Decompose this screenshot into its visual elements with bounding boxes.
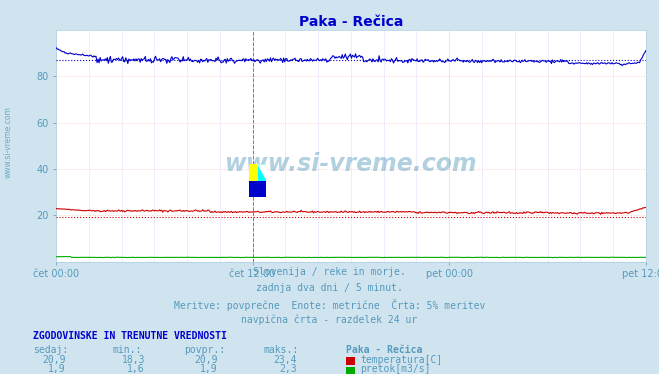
Text: 18,3: 18,3 [121,355,145,365]
Text: 1,9: 1,9 [200,364,217,374]
Text: 20,9: 20,9 [42,355,66,365]
Text: www.si-vreme.com: www.si-vreme.com [225,153,477,177]
Polygon shape [258,165,266,181]
Polygon shape [248,181,266,197]
Text: Meritve: povprečne  Enote: metrične  Črta: 5% meritev: Meritve: povprečne Enote: metrične Črta:… [174,299,485,311]
Text: www.si-vreme.com: www.si-vreme.com [3,106,13,178]
Text: 2,3: 2,3 [279,364,297,374]
Text: povpr.:: povpr.: [185,345,225,355]
Text: 1,6: 1,6 [127,364,145,374]
Text: Slovenija / reke in morje.: Slovenija / reke in morje. [253,267,406,278]
Text: maks.:: maks.: [264,345,299,355]
Text: sedaj:: sedaj: [33,345,68,355]
Text: ZGODOVINSKE IN TRENUTNE VREDNOSTI: ZGODOVINSKE IN TRENUTNE VREDNOSTI [33,331,227,341]
Text: min.:: min.: [112,345,142,355]
Text: navpična črta - razdelek 24 ur: navpična črta - razdelek 24 ur [241,315,418,325]
Title: Paka - Rečica: Paka - Rečica [299,15,403,29]
Text: 1,9: 1,9 [48,364,66,374]
Text: temperatura[C]: temperatura[C] [360,355,443,365]
Text: Paka - Rečica: Paka - Rečica [346,345,422,355]
Text: 20,9: 20,9 [194,355,217,365]
Text: zadnja dva dni / 5 minut.: zadnja dva dni / 5 minut. [256,283,403,293]
Text: 23,4: 23,4 [273,355,297,365]
Polygon shape [248,165,258,181]
Text: pretok[m3/s]: pretok[m3/s] [360,364,431,374]
Polygon shape [258,165,266,181]
